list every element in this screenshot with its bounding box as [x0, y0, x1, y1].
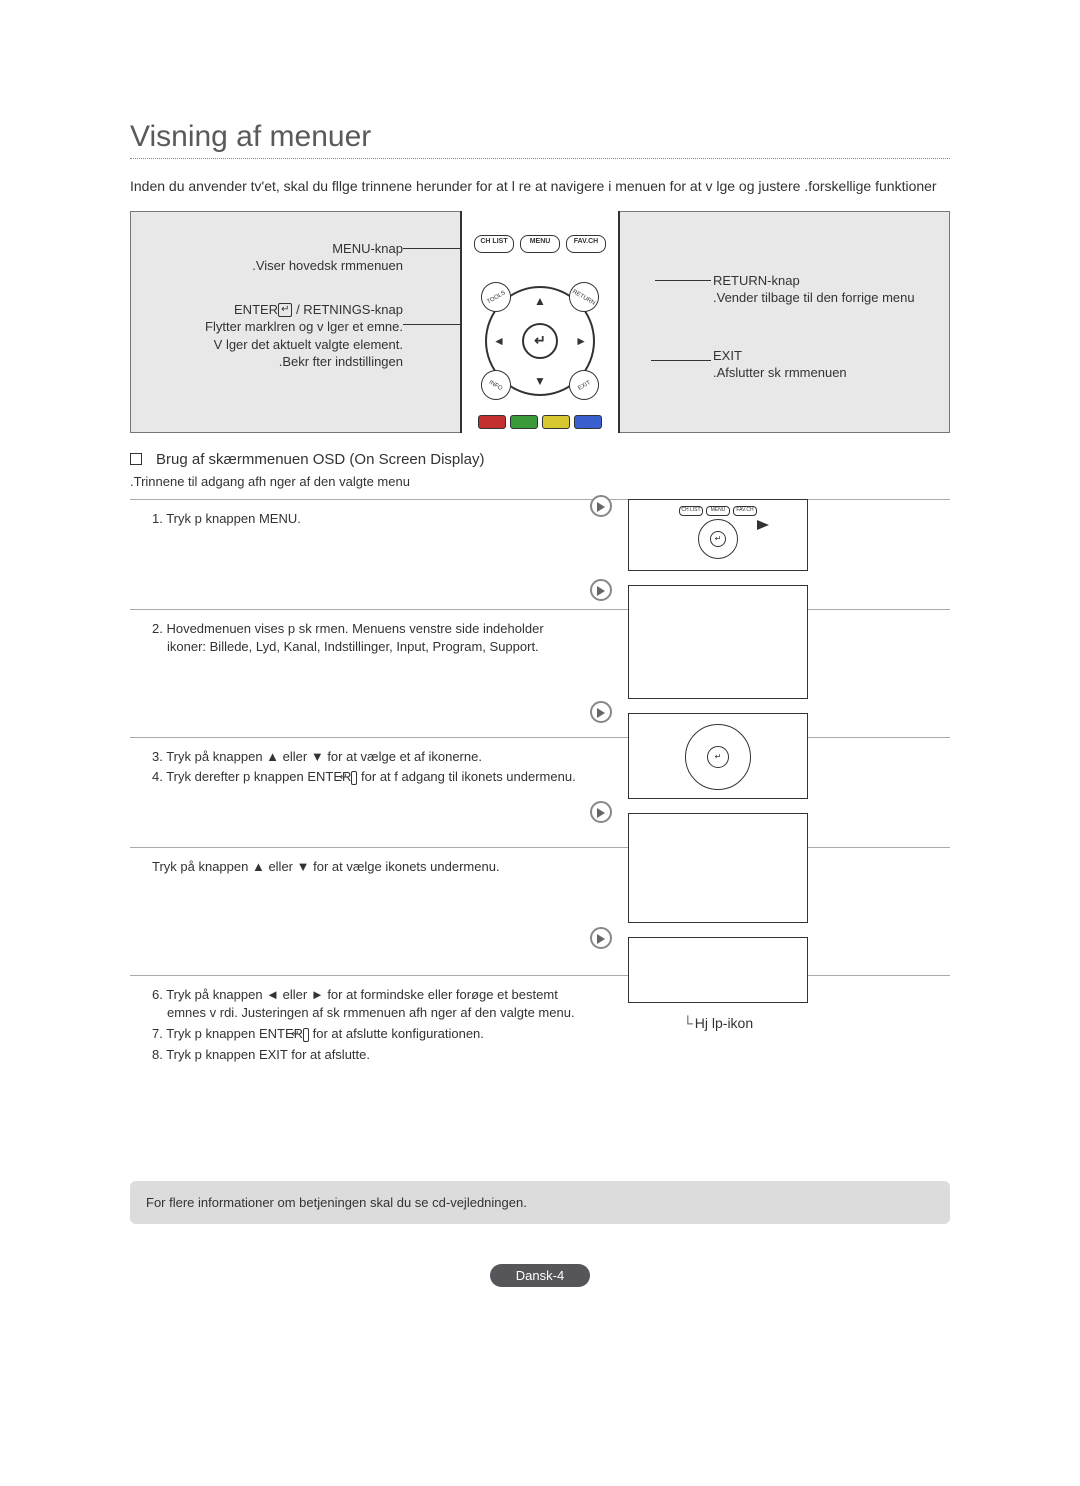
step-3-4: 3. Tryk på knappen ▲ eller ▼ for at vælg…	[130, 737, 950, 847]
step-6-8: 6. Tryk på knappen ◄ eller ► for at form…	[130, 975, 950, 1115]
step-6-text: 6. Tryk på knappen ◄ eller ► for at form…	[152, 986, 580, 1024]
return-button: RETURN	[564, 276, 605, 317]
pointer-icon	[757, 520, 769, 530]
step-5-text: Tryk på knappen ▲ eller ▼ for at vælge i…	[152, 858, 580, 877]
info-bar: For flere informationer om betjeningen s…	[130, 1181, 950, 1224]
remote-right-labels: RETURN-knap .Vender tilbage til den forr…	[713, 272, 915, 382]
arrow-up-icon: ▲	[534, 294, 546, 308]
connector-line	[655, 280, 711, 281]
step-1-text: 1. Tryk p knappen MENU.	[152, 510, 580, 529]
remote-left-labels: MENU-knap .Viser hovedsk rmmenuen ENTER↵…	[143, 240, 403, 371]
step-arrow-icon	[590, 495, 612, 517]
blue-button	[574, 415, 602, 429]
intro-text: Inden du anvender tv'et, skal du fllge t…	[130, 177, 950, 197]
arrow-right-icon: ►	[575, 334, 587, 348]
info-button: INFO	[476, 364, 517, 405]
help-icon-label: Hj lp-ikon	[628, 1015, 808, 1031]
thumb-menu-screen	[628, 585, 808, 699]
remote-top-buttons: CH LIST MENU FAV.CH	[474, 235, 606, 253]
osd-subheading: Brug af skærmmenuen OSD (On Screen Displ…	[130, 451, 950, 468]
connector-line	[651, 360, 711, 361]
mini-menu: MENU	[706, 506, 730, 516]
step-arrow-icon	[590, 801, 612, 823]
tools-button: TOOLS	[476, 276, 517, 317]
arrow-down-icon: ▼	[534, 374, 546, 388]
enter-center-button: ↵	[522, 323, 558, 359]
step-arrow-icon	[590, 701, 612, 723]
red-button	[478, 415, 506, 429]
step-4-text: 4. Tryk derefter p knappen ENTER↵ for at…	[152, 768, 580, 787]
thumb-help-screen	[628, 937, 808, 1003]
step-3-text: 3. Tryk på knappen ▲ eller ▼ for at vælg…	[152, 748, 580, 767]
checkbox-icon	[130, 453, 142, 465]
enter-line1: Flytter marklren og v lger et emne.	[143, 318, 403, 336]
step-7-text: 7. Tryk p knappen ENTER↵ for at afslutte…	[152, 1025, 580, 1044]
page-number-pill: Dansk-4	[490, 1264, 590, 1287]
step-5: Tryk på knappen ▲ eller ▼ for at vælge i…	[130, 847, 950, 975]
page-title: Visning af menuer	[130, 120, 950, 154]
yellow-button	[542, 415, 570, 429]
menu-button: MENU	[520, 235, 560, 253]
thumb-submenu-screen	[628, 813, 808, 923]
menu-knap-label: MENU-knap	[143, 240, 403, 258]
enter-icon: ↵	[278, 303, 292, 317]
exit-knap-label: EXIT	[713, 347, 915, 365]
step-1: 1. Tryk p knappen MENU.	[130, 499, 950, 609]
step-arrow-icon	[590, 927, 612, 949]
remote-body: CH LIST MENU FAV.CH TOOLS RETURN INFO EX…	[460, 211, 620, 433]
favch-button: FAV.CH	[566, 235, 606, 253]
mini-chlist: CH LIST	[679, 506, 703, 516]
green-button	[510, 415, 538, 429]
enter-knap-label: ENTER↵ / RETNINGS-knap	[143, 301, 403, 319]
chlist-button: CH LIST	[474, 235, 514, 253]
menu-knap-desc: .Viser hovedsk rmmenuen	[143, 257, 403, 275]
enter-line3: .Bekr fter indstillingen	[143, 353, 403, 371]
arrow-left-icon: ◄	[493, 334, 505, 348]
osd-subnote: .Trinnene til adgang afh nger af den val…	[130, 474, 950, 489]
step-2: 2. Hovedmenuen vises p sk rmen. Menuens …	[130, 609, 950, 737]
step-arrow-icon	[590, 579, 612, 601]
exit-knap-desc: .Afslutter sk rmmenuen	[713, 364, 915, 382]
remote-dpad: TOOLS RETURN INFO EXIT ▲ ▼ ◄ ► ↵	[485, 286, 595, 396]
return-knap-desc: .Vender tilbage til den forrige menu	[713, 289, 915, 307]
exit-button: EXIT	[564, 364, 605, 405]
mini-favch: FAV.CH	[733, 506, 757, 516]
steps-area: CH LIST MENU FAV.CH ↵ ↵ 1. Tryk p k	[130, 499, 950, 1115]
remote-diagram: MENU-knap .Viser hovedsk rmmenuen ENTER↵…	[130, 211, 950, 433]
enter-line2: V lger det aktuelt valgte element.	[143, 336, 403, 354]
page-footer: Dansk-4	[130, 1264, 950, 1287]
thumb-remote-top: CH LIST MENU FAV.CH ↵	[628, 499, 808, 571]
remote-color-buttons	[478, 415, 602, 429]
step-2-text: 2. Hovedmenuen vises p sk rmen. Menuens …	[152, 620, 580, 658]
thumb-remote-dpad: ↵	[628, 713, 808, 799]
title-underline	[130, 158, 950, 159]
step-8-text: 8. Tryk p knappen EXIT for at afslutte.	[152, 1046, 580, 1065]
return-knap-label: RETURN-knap	[713, 272, 915, 290]
